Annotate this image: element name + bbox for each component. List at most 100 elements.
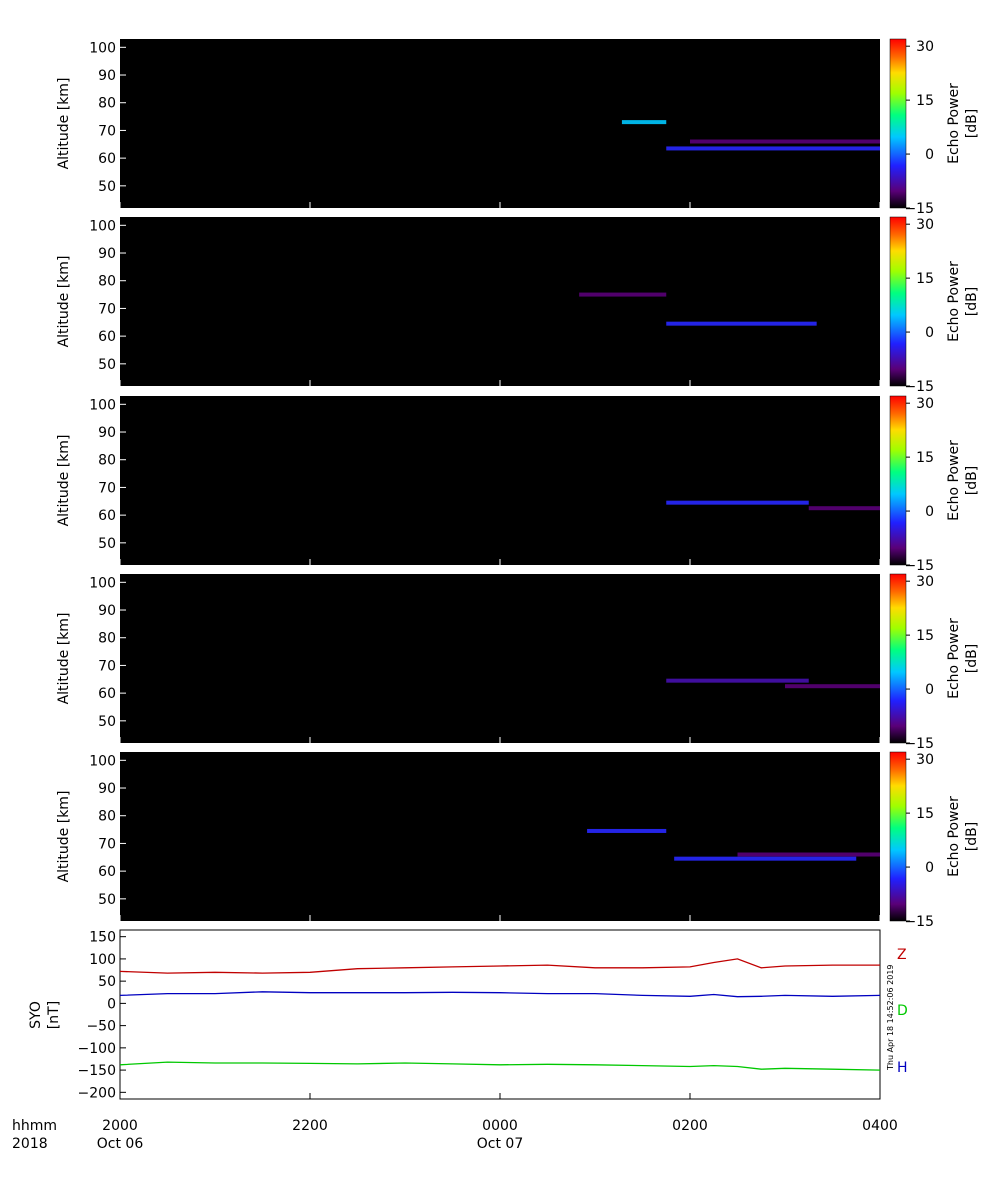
panel-ylabel: Altitude [km]	[56, 78, 72, 170]
y-tick-label: 100	[89, 40, 116, 56]
series-line-z	[120, 958, 880, 974]
echo-panel-background	[120, 396, 880, 565]
panel-ylabel: Altitude [km]	[56, 256, 72, 348]
colorbar-label-line2: [dB]	[964, 466, 980, 495]
mag-y-tick-label: 0	[107, 996, 116, 1012]
y-tick-label: 70	[98, 301, 116, 317]
legend-label-h: H	[897, 1060, 908, 1076]
legend-label-z: Z	[897, 947, 907, 963]
colorbar	[889, 573, 907, 744]
colorbar-tick-label: 15	[916, 806, 934, 822]
colorbar-tick-label: 30	[916, 396, 934, 412]
mag-y-tick-label: −150	[78, 1063, 116, 1079]
colorbar-tick-label: −15	[904, 558, 934, 574]
colorbar-tick-label: 15	[916, 450, 934, 466]
x-tick-time-label: 0000	[482, 1118, 518, 1134]
y-tick-label: 80	[98, 631, 116, 647]
colorbar-label-line1: Echo Power	[946, 83, 962, 164]
echo-layer-1	[587, 828, 667, 833]
colorbar-label-line1: Echo Power	[946, 440, 962, 521]
echo-panel-background	[120, 217, 880, 386]
colorbar-label-line2: [dB]	[964, 287, 980, 316]
colorbar	[889, 38, 907, 209]
colorbar-tick-label: 15	[916, 271, 934, 287]
mag-y-tick-label: 150	[89, 930, 116, 946]
y-tick-label: 70	[98, 836, 116, 852]
panel-ylabel: Altitude [km]	[56, 435, 72, 527]
panel-ylabel: Altitude [km]	[56, 791, 72, 883]
y-tick-label: 70	[98, 123, 116, 139]
y-tick-label: 60	[98, 686, 116, 702]
y-tick-label: 100	[89, 575, 116, 591]
echo-layer-1	[579, 292, 667, 297]
y-tick-label: 90	[98, 425, 116, 441]
y-tick-label: 60	[98, 329, 116, 345]
panel-ylabel: Altitude [km]	[56, 613, 72, 705]
colorbar	[889, 751, 907, 922]
y-tick-label: 90	[98, 68, 116, 84]
y-tick-label: 70	[98, 658, 116, 674]
x-tick-date-label: Oct 06	[97, 1136, 144, 1152]
y-tick-label: 90	[98, 603, 116, 619]
colorbar-label-line2: [dB]	[964, 109, 980, 138]
y-tick-label: 50	[98, 357, 116, 373]
colorbar-tick-label: 30	[916, 752, 934, 768]
colorbar-label-line2: [dB]	[964, 822, 980, 851]
colorbar-tick-label: 30	[916, 217, 934, 233]
colorbar-label-line1: Echo Power	[946, 796, 962, 877]
y-tick-label: 80	[98, 809, 116, 825]
echo-panel-4: 100 90 80 70 60 50 Altitude [km] 30 15 0 −15 Echo P…	[56, 573, 980, 752]
echo-panel-3: 100 90 80 70 60 50 Altitude [km] 30 15 0 −15 Echo P…	[56, 395, 980, 574]
y-tick-label: 90	[98, 781, 116, 797]
echo-layer-2	[785, 684, 880, 689]
x-tick-date-label: Oct 07	[477, 1136, 523, 1152]
x-tick-time-label: 2000	[102, 1118, 138, 1134]
colorbar-tick-label: 30	[916, 574, 934, 590]
y-tick-label: 50	[98, 536, 116, 552]
colorbar-tick-label: −15	[904, 379, 934, 395]
y-tick-label: 50	[98, 892, 116, 908]
magnetometer-frame	[119, 929, 881, 1100]
y-tick-label: 50	[98, 714, 116, 730]
echo-layer-2	[666, 146, 880, 151]
magnetometer-ylabel-line2: [nT]	[46, 1001, 62, 1029]
mag-y-tick-label: 50	[98, 974, 116, 990]
y-tick-label: 70	[98, 480, 116, 496]
colorbar-tick-label: 15	[916, 628, 934, 644]
colorbar-tick-label: 15	[916, 93, 934, 109]
echo-panel-1: 100 90 80 70 60 50 Altitude [km] 30 15 0 −15 Echo P…	[56, 38, 980, 217]
series-line-d	[120, 1061, 880, 1071]
y-tick-label: 60	[98, 508, 116, 524]
time-axis: hhmm 2018 2000 Oct 06 2200 0000 Oct 07 0200 04…	[12, 1118, 898, 1152]
series-line-h	[120, 991, 880, 998]
mag-y-tick-label: 100	[89, 952, 116, 968]
colorbar-label-line1: Echo Power	[946, 618, 962, 699]
echo-panel-2: 100 90 80 70 60 50 Altitude [km] 30 15 0 −15 Echo P…	[56, 216, 980, 395]
echo-panel-background	[120, 574, 880, 743]
colorbar-tick-label: 30	[916, 39, 934, 55]
mag-y-tick-label: −50	[86, 1019, 116, 1035]
echo-layer-1	[621, 120, 667, 125]
echo-panel-background	[120, 39, 880, 208]
colorbar	[889, 216, 907, 387]
echo-layer-2	[674, 856, 857, 861]
y-tick-label: 60	[98, 864, 116, 880]
y-tick-label: 100	[89, 397, 116, 413]
colorbar-label-line2: [dB]	[964, 644, 980, 673]
echo-layer-2	[666, 321, 817, 326]
colorbar-tick-label: 0	[925, 147, 934, 163]
colorbar-label-line1: Echo Power	[946, 261, 962, 342]
colorbar-tick-label: 0	[925, 325, 934, 341]
colorbar	[889, 395, 907, 566]
echo-layer-3	[737, 852, 880, 857]
legend-label-d: D	[897, 1003, 908, 1019]
echo-layer-2	[808, 506, 880, 511]
x-tick-time-label: 0400	[862, 1118, 898, 1134]
y-tick-label: 80	[98, 453, 116, 469]
y-tick-label: 80	[98, 274, 116, 290]
echo-layer-3	[690, 139, 880, 144]
colorbar-tick-label: 0	[925, 682, 934, 698]
mag-y-tick-label: −200	[78, 1085, 116, 1101]
y-tick-label: 100	[89, 218, 116, 234]
